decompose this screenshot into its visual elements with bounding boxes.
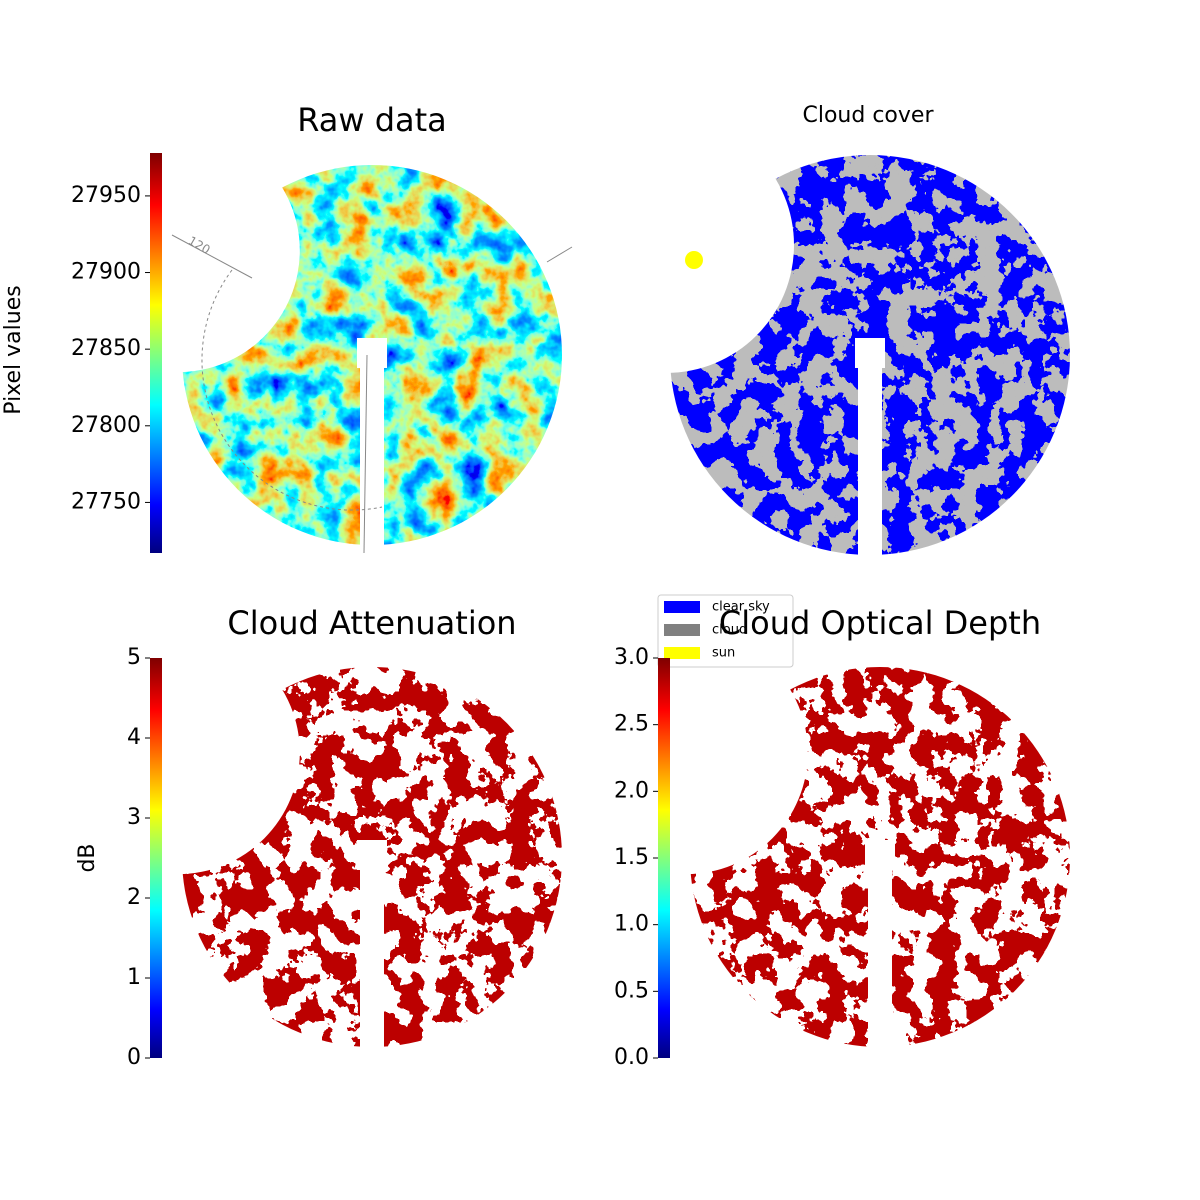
colorbar-tick-label: 1: [127, 965, 141, 990]
colorbar: [150, 658, 162, 1058]
colorbar-label: Pixel values: [1, 285, 26, 414]
panel-title: Raw data: [297, 101, 447, 139]
polar-grid: [363, 354, 368, 554]
sky-image: [690, 667, 1070, 1047]
colorbar-tick-label: 2: [127, 885, 141, 910]
sky-image: [182, 667, 562, 1047]
colorbar-tick-label: 27900: [71, 260, 141, 285]
colorbar-tick-label: 3: [127, 805, 141, 830]
colorbar-tick-label: 2.0: [614, 778, 649, 803]
sky-image: [182, 165, 562, 545]
panel-title: Cloud cover: [803, 103, 935, 128]
colorbar-tick-label: 2.5: [614, 712, 649, 737]
polar-grid: [171, 234, 253, 279]
polar-grid: [546, 246, 573, 263]
legend-label: sun: [712, 646, 735, 661]
sun-marker: [685, 251, 703, 269]
colorbar-tick-label: 5: [127, 645, 141, 670]
legend-patch: [664, 647, 700, 659]
legend-label: clear sky: [712, 600, 770, 615]
sky-image: [670, 155, 1070, 555]
colorbar: [150, 153, 162, 553]
colorbar-tick-label: 0.0: [614, 1045, 649, 1070]
colorbar-tick-label: 1.5: [614, 845, 649, 870]
panel-title: Cloud Attenuation: [227, 604, 516, 642]
colorbar-tick-label: 27800: [71, 413, 141, 438]
legend-label: cloud: [712, 623, 747, 638]
colorbar-tick-label: 0: [127, 1045, 141, 1070]
colorbar-label: dB: [75, 843, 100, 872]
colorbar-tick-label: 27850: [71, 336, 141, 361]
colorbar-tick-label: 27950: [71, 183, 141, 208]
legend-patch: [664, 601, 700, 613]
colorbar-tick-label: 4: [127, 725, 141, 750]
panel-title: Cloud Optical Depth: [719, 604, 1041, 642]
colorbar-tick-label: 3.0: [614, 645, 649, 670]
colorbar-tick-label: 0.5: [614, 978, 649, 1003]
polar-grid: [201, 269, 383, 511]
colorbar: [658, 658, 670, 1058]
legend-patch: [664, 624, 700, 636]
colorbar-tick-label: 1.0: [614, 912, 649, 937]
colorbar-tick-label: 27750: [71, 489, 141, 514]
